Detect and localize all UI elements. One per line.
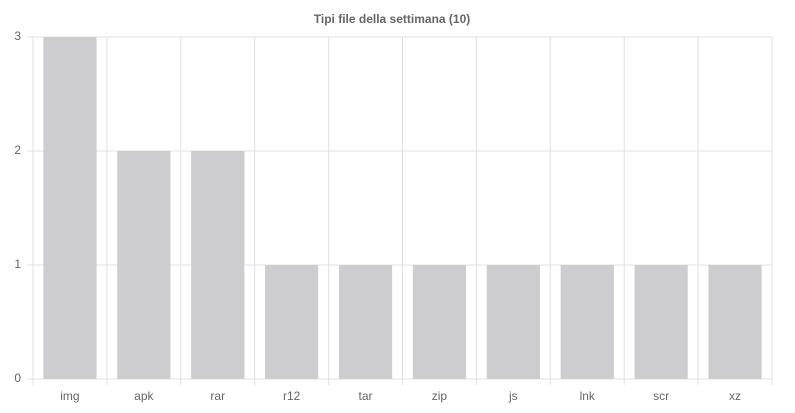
x-tick-label: img (60, 389, 79, 403)
bar (338, 265, 393, 379)
y-tick-label: 3 (14, 29, 21, 43)
x-tick-label: js (508, 389, 518, 403)
bar (486, 265, 540, 379)
bar (634, 265, 688, 379)
bar (265, 265, 319, 379)
bar (43, 37, 97, 379)
bar (708, 265, 762, 379)
bar (191, 151, 245, 379)
bar (117, 151, 171, 379)
chart-title: Tipi file della settimana (10) (314, 12, 471, 26)
x-tick-label: apk (134, 389, 154, 403)
x-tick-label: tar (359, 389, 373, 403)
y-tick-label: 2 (14, 143, 21, 157)
x-tick-label: scr (653, 389, 669, 403)
x-tick-label: lnk (580, 389, 596, 403)
x-tick-label: r12 (283, 389, 301, 403)
bar (412, 265, 467, 379)
x-tick-label: rar (210, 389, 225, 403)
x-tick-label: zip (432, 389, 448, 403)
bar (560, 265, 614, 379)
y-tick-label: 0 (14, 371, 21, 385)
x-tick-label: xz (729, 389, 741, 403)
y-tick-label: 1 (14, 257, 21, 271)
